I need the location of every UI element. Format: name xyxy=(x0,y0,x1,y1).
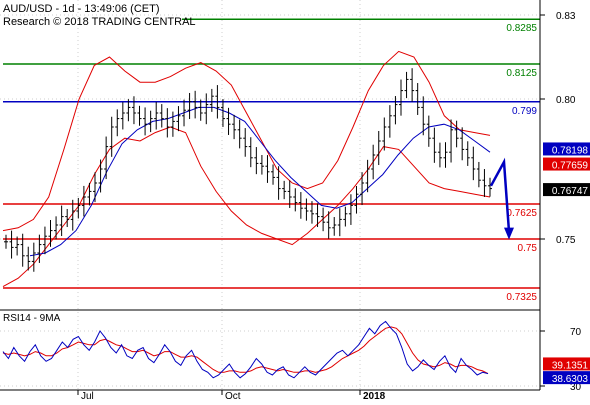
time-tick-label: Oct xyxy=(225,391,241,400)
time-tick-label: Jul xyxy=(81,391,94,400)
moving-average-line xyxy=(29,106,491,257)
price-tag-box xyxy=(543,142,590,156)
forecast-arrowhead xyxy=(504,227,514,240)
chart-header-line1: AUD/USD - 1d - 13:49:06 (CET) xyxy=(3,3,160,15)
time-tick-label: 2018 xyxy=(363,391,386,400)
rsi-tag-box xyxy=(543,357,590,371)
price-tick-label: 0.83 xyxy=(556,11,576,22)
price-tick-label: 0.75 xyxy=(556,235,576,246)
candle-layer xyxy=(4,68,492,272)
rsi-ma-line xyxy=(2,326,489,375)
level-label: 0.7325 xyxy=(506,292,537,303)
rsi-tick-label: 70 xyxy=(570,327,582,338)
rsi-tag-label: 39.1351 xyxy=(552,360,589,371)
level-label: 0.8285 xyxy=(506,23,537,34)
rsi-line xyxy=(2,320,489,379)
rsi-tag-label: 38.6303 xyxy=(552,374,589,385)
price-tick-label: 0.80 xyxy=(556,95,576,106)
level-label: 0.799 xyxy=(512,106,537,117)
price-tag-label: 0.77659 xyxy=(552,161,589,172)
level-layer: 0.8285 0.8125 0.799 0.7625 0.75 0.7325 xyxy=(3,18,540,303)
price-tag-box xyxy=(543,157,590,171)
price-tag-label: 0.78198 xyxy=(552,145,589,156)
level-label: 0.75 xyxy=(518,243,538,254)
rsi-layer xyxy=(2,320,489,379)
level-label: 0.7625 xyxy=(506,208,537,219)
rsi-panel-title: RSI14 - 9MA xyxy=(3,313,61,324)
grid-layer xyxy=(0,0,540,390)
level-label: 0.8125 xyxy=(506,68,537,79)
rsi-tick-label: 30 xyxy=(570,382,582,393)
chart-header-line2: Research © 2018 TRADING CENTRAL xyxy=(3,16,196,28)
bollinger-upper-line xyxy=(2,50,491,232)
rsi-tag-box xyxy=(543,371,590,385)
forecast-arrow-path xyxy=(489,157,511,232)
forecast-arrow-layer xyxy=(489,157,514,240)
price-tag-label: 0.76747 xyxy=(552,186,589,197)
price-tag-box xyxy=(543,183,590,197)
